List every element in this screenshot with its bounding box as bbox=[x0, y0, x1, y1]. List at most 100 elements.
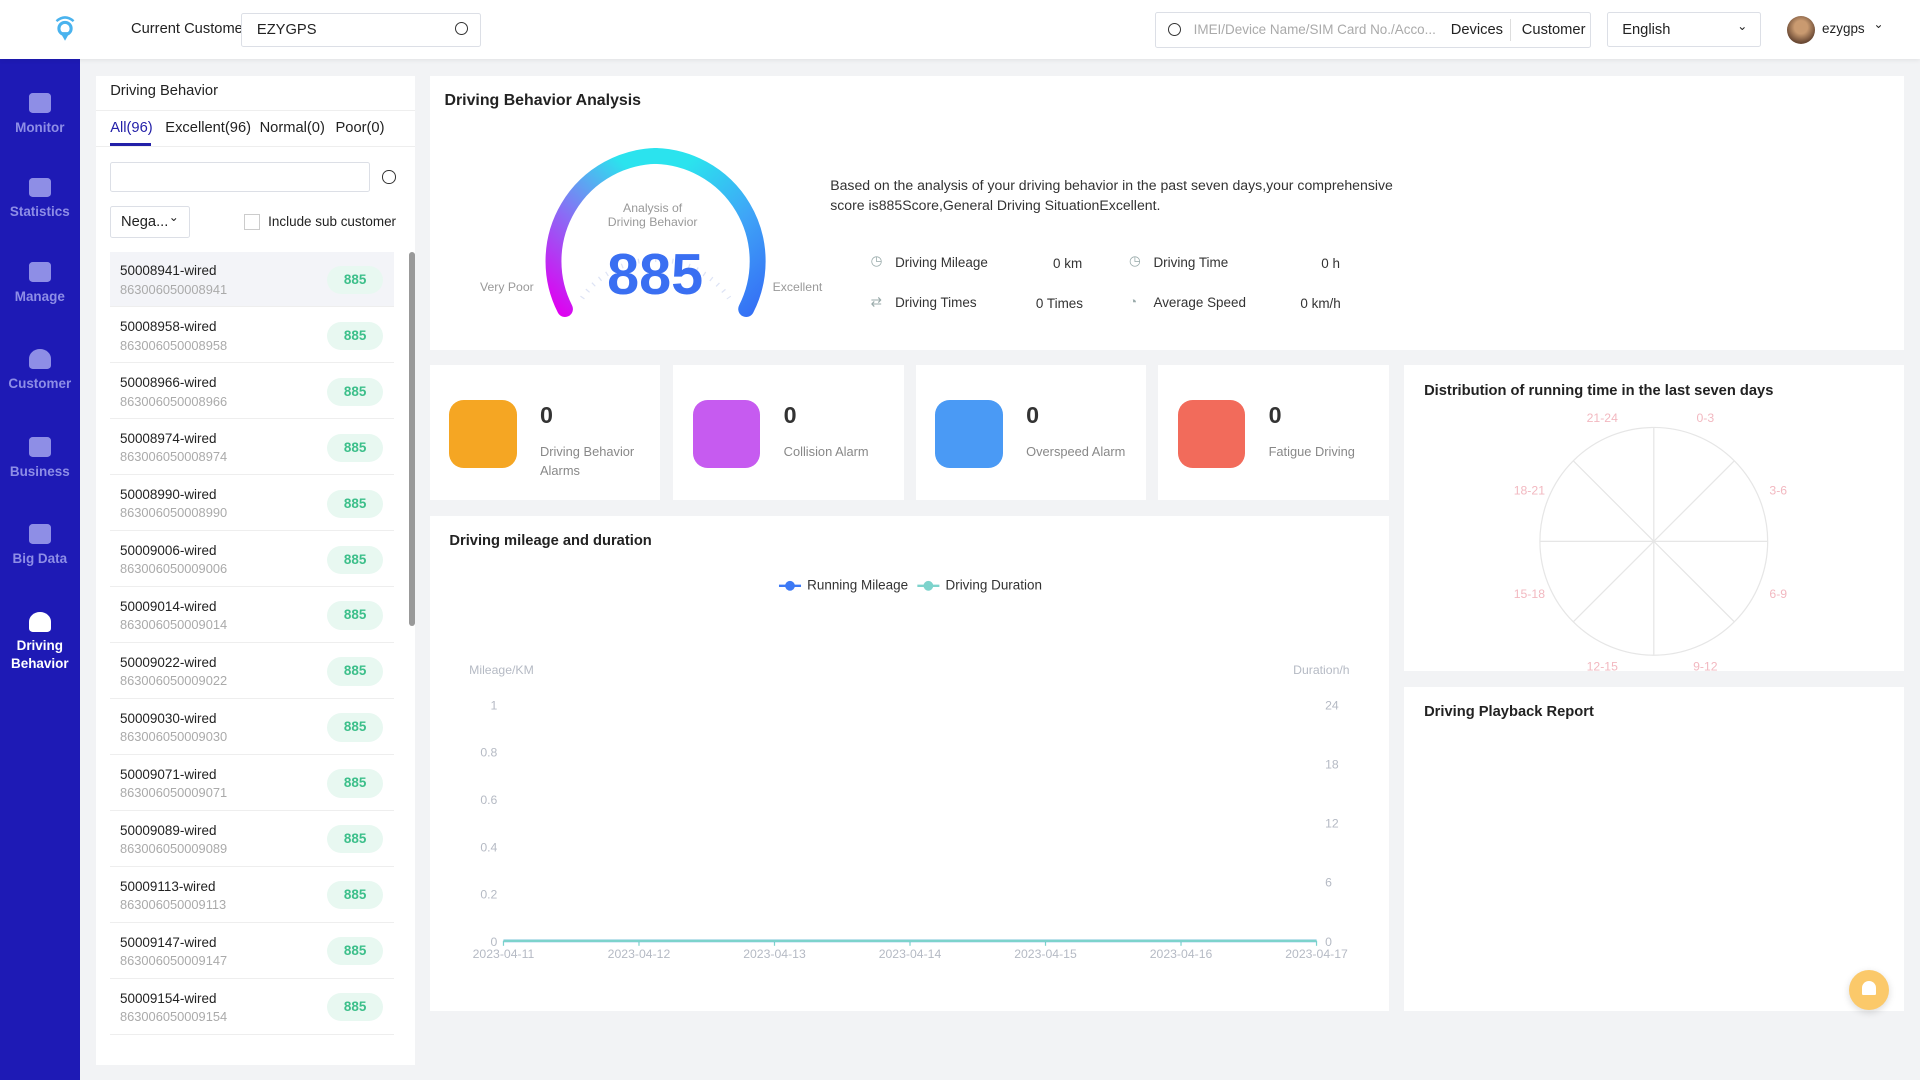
tab-normal[interactable]: Normal(0) bbox=[259, 120, 325, 136]
legend-label: Running Mileage bbox=[807, 577, 908, 592]
score-badge: 885 bbox=[326, 265, 384, 294]
sidebar-item-customer[interactable]: Customer bbox=[0, 348, 80, 391]
device-list-item[interactable]: 50009014-wired 863006050009014 885 bbox=[110, 588, 395, 644]
analysis-title: Driving Behavior Analysis bbox=[444, 91, 642, 109]
sidebar-item-label: Manage bbox=[14, 288, 65, 304]
card-fatigue-driving[interactable]: 0 Fatigue Driving bbox=[1158, 364, 1389, 500]
bar-chart-icon bbox=[28, 177, 51, 198]
device-name: 50008941-wired bbox=[119, 263, 217, 279]
clock-icon: ◷ bbox=[1128, 253, 1141, 269]
device-list-item[interactable]: 50009071-wired 863006050009071 885 bbox=[110, 756, 395, 811]
excellent-label: Excellent bbox=[772, 280, 823, 295]
device-name: 50009147-wired bbox=[119, 934, 217, 950]
device-list-item[interactable]: 50009006-wired 863006050009006 885 bbox=[110, 532, 395, 588]
filter-select[interactable]: Nega... ⌄ bbox=[110, 205, 190, 238]
current-customer-input[interactable]: EZYGPS bbox=[241, 13, 482, 47]
device-list-item[interactable]: 50009089-wired 863006050009089 885 bbox=[110, 812, 395, 867]
search-icon[interactable] bbox=[454, 21, 468, 36]
sidebar-item-business[interactable]: Business bbox=[0, 437, 80, 479]
playback-title: Driving Playback Report bbox=[1424, 704, 1594, 721]
sidebar-item-big-data[interactable]: Big Data bbox=[0, 524, 80, 566]
score-badge: 885 bbox=[326, 993, 384, 1022]
device-imei: 863006050009089 bbox=[119, 841, 228, 857]
devices-button[interactable]: Devices bbox=[1450, 21, 1504, 38]
device-name: 50009030-wired bbox=[119, 710, 217, 726]
logo-icon[interactable] bbox=[54, 15, 76, 42]
device-list-item[interactable]: 50009022-wired 863006050009022 885 bbox=[110, 644, 395, 700]
card-value: 0 bbox=[783, 401, 797, 428]
card-collision-alarm[interactable]: 0 Collision Alarm bbox=[673, 364, 904, 500]
speedometer-icon bbox=[935, 400, 1003, 468]
radar-spoke bbox=[1573, 540, 1655, 623]
search-icon[interactable] bbox=[382, 170, 396, 184]
y-tick-right: 6 bbox=[1325, 875, 1332, 889]
y-tick-left: 0.6 bbox=[480, 793, 497, 807]
distribution-radar: 0-3 3-6 6-9 9-12 12-15 15-18 18-21 21-24 bbox=[1514, 411, 1788, 671]
distribution-title: Distribution of running time in the last… bbox=[1424, 383, 1774, 400]
card-overspeed-alarm[interactable]: 0 Overspeed Alarm bbox=[915, 364, 1147, 500]
username[interactable]: ezygps bbox=[1822, 20, 1865, 36]
sidebar-item-statistics[interactable]: Statistics bbox=[0, 177, 80, 220]
device-list-item[interactable]: 50008941-wired 863006050008941 885 bbox=[110, 252, 395, 308]
device-list-item[interactable]: 50009154-wired 863006050009154 885 bbox=[110, 980, 395, 1035]
device-list-item[interactable]: 50008990-wired 863006050008990 885 bbox=[110, 476, 395, 532]
customer-button[interactable]: Customer bbox=[1521, 21, 1586, 38]
device-name: 50008966-wired bbox=[119, 375, 217, 391]
card-driving-behavior-alarms[interactable]: 0 Driving Behavior Alarms bbox=[429, 364, 660, 500]
device-imei: 863006050009147 bbox=[119, 953, 228, 969]
tab-excellent[interactable]: Excellent(96) bbox=[165, 120, 252, 136]
legend-marker bbox=[784, 580, 795, 591]
search-icon[interactable] bbox=[1167, 23, 1182, 37]
times-label: Driving Times bbox=[895, 295, 977, 311]
x-tick-label: 2023-04-11 bbox=[472, 947, 534, 961]
scrollbar[interactable] bbox=[408, 252, 416, 626]
device-list-item[interactable]: 50009147-wired 863006050009147 885 bbox=[110, 924, 395, 979]
card-label: Driving Behavior Alarms bbox=[539, 444, 635, 478]
score-badge: 885 bbox=[326, 433, 384, 462]
score-badge: 885 bbox=[326, 545, 384, 574]
device-list-item[interactable]: 50008958-wired 863006050008958 885 bbox=[110, 308, 395, 364]
language-select[interactable]: English ⌄ bbox=[1606, 12, 1761, 47]
radar-label: 6-9 bbox=[1770, 587, 1788, 601]
avatar[interactable] bbox=[1786, 15, 1815, 45]
sidebar: Monitor Statistics Manage Customer Busin… bbox=[0, 58, 80, 1080]
panel-title: Driving Behavior bbox=[110, 83, 218, 100]
device-list-item[interactable]: 50008966-wired 863006050008966 885 bbox=[110, 364, 395, 420]
driver-icon bbox=[28, 612, 51, 632]
radar-label: 18-21 bbox=[1514, 484, 1545, 498]
device-list-item[interactable]: 50009113-wired 863006050009113 885 bbox=[110, 868, 395, 923]
device-search-input[interactable] bbox=[110, 161, 370, 193]
device-list-item[interactable]: 50009030-wired 863006050009030 885 bbox=[110, 700, 395, 755]
notification-bell-icon[interactable] bbox=[1848, 969, 1890, 1011]
gauge-label: Analysis of Driving Behavior bbox=[579, 201, 726, 229]
top-header: Current Customer EZYGPS IMEI/Device Name… bbox=[0, 0, 1920, 59]
chevron-down-icon[interactable]: ⌄ bbox=[1873, 17, 1884, 32]
sidebar-item-label: Driving Behavior bbox=[11, 637, 69, 672]
device-name: 50009089-wired bbox=[119, 822, 217, 838]
radar-spoke bbox=[1573, 460, 1655, 542]
score-badge: 885 bbox=[326, 769, 384, 798]
device-imei: 863006050009071 bbox=[119, 785, 228, 801]
radar-spoke bbox=[1653, 460, 1736, 542]
current-customer-value: EZYGPS bbox=[256, 21, 317, 38]
sidebar-item-driving-behavior[interactable]: Driving Behavior bbox=[0, 612, 80, 673]
device-list-item[interactable]: 50008974-wired 863006050008974 885 bbox=[110, 420, 395, 476]
filter-select-value: Nega... bbox=[120, 214, 169, 231]
score-badge: 885 bbox=[326, 825, 384, 854]
divider bbox=[95, 110, 416, 112]
sidebar-item-monitor[interactable]: Monitor bbox=[0, 93, 80, 135]
device-imei: 863006050009014 bbox=[119, 617, 228, 633]
tab-poor[interactable]: Poor(0) bbox=[335, 120, 385, 136]
x-tick-label: 2023-04-14 bbox=[878, 947, 941, 961]
x-tick-label: 2023-04-12 bbox=[607, 947, 670, 961]
mileage-value: 0 km bbox=[1053, 255, 1083, 271]
chart-title: Driving mileage and duration bbox=[449, 532, 652, 549]
sidebar-item-manage[interactable]: Manage bbox=[0, 262, 80, 304]
global-search-input[interactable]: IMEI/Device Name/SIM Card No./Acco... bbox=[1193, 21, 1436, 37]
tab-all[interactable]: All(96) bbox=[110, 120, 153, 136]
include-sub-checkbox[interactable] bbox=[243, 214, 260, 231]
user-icon bbox=[28, 348, 51, 369]
gauge-arc-right bbox=[647, 147, 766, 317]
sidebar-item-label: Statistics bbox=[9, 204, 70, 220]
sidebar-item-label: Monitor bbox=[15, 119, 65, 135]
